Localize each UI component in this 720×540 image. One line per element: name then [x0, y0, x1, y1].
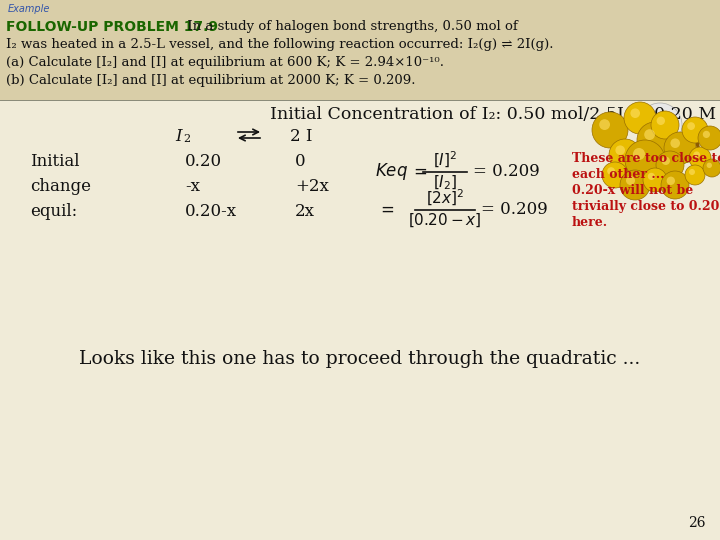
Text: $[I_2]$: $[I_2]$: [433, 174, 457, 192]
Text: (a) Calculate [I₂] and [I] at equilibrium at 600 K; K⁣ = 2.94×10⁻¹⁰.: (a) Calculate [I₂] and [I] at equilibriu…: [6, 56, 444, 69]
Text: $Keq$: $Keq$: [375, 161, 408, 183]
Circle shape: [689, 169, 695, 175]
Text: Initial: Initial: [30, 153, 79, 170]
Circle shape: [651, 111, 679, 139]
Circle shape: [670, 138, 680, 148]
Circle shape: [602, 162, 628, 188]
Text: I: I: [175, 128, 181, 145]
Text: 26: 26: [688, 516, 706, 530]
Circle shape: [609, 139, 641, 171]
Text: each other ...: each other ...: [572, 168, 665, 181]
Text: equil:: equil:: [30, 203, 77, 220]
Text: (b) Calculate [I₂] and [I] at equilibrium at 2000 K; K⁣ = 0.209.: (b) Calculate [I₂] and [I] at equilibriu…: [6, 74, 415, 87]
Circle shape: [648, 173, 655, 180]
Text: I₂ was heated in a 2.5-L vessel, and the following reaction occurred: I₂(g) ⇌ 2I: I₂ was heated in a 2.5-L vessel, and the…: [6, 38, 554, 51]
Circle shape: [626, 176, 635, 185]
Ellipse shape: [646, 113, 658, 123]
Circle shape: [656, 151, 684, 179]
Text: $[0.20-x]$: $[0.20-x]$: [408, 212, 482, 230]
Circle shape: [643, 168, 667, 192]
Text: =: =: [380, 201, 394, 219]
Text: trivially close to 0.20: trivially close to 0.20: [572, 200, 719, 213]
Circle shape: [706, 163, 712, 168]
Text: Looks like this one has to proceed through the quadratic ...: Looks like this one has to proceed throu…: [79, 350, 641, 368]
Text: In a study of halogen bond strengths, 0.50 mol of: In a study of halogen bond strengths, 0.…: [183, 20, 518, 33]
Text: =: =: [413, 163, 427, 181]
Text: $[I]^2$: $[I]^2$: [433, 150, 457, 170]
Circle shape: [703, 131, 710, 138]
Circle shape: [616, 145, 625, 155]
Circle shape: [599, 119, 610, 130]
Text: These are too close to: These are too close to: [572, 152, 720, 165]
Bar: [0, 0, 720, 100]
Text: Example: Example: [8, 4, 50, 14]
Circle shape: [637, 122, 673, 158]
Circle shape: [661, 171, 689, 199]
Circle shape: [625, 140, 665, 180]
Text: 0: 0: [295, 153, 305, 170]
Text: 0.20-x will not be: 0.20-x will not be: [572, 184, 693, 197]
Text: 0.20: 0.20: [185, 153, 222, 170]
Text: = 0.209: = 0.209: [481, 201, 548, 219]
Circle shape: [633, 148, 645, 160]
Circle shape: [662, 157, 670, 165]
Circle shape: [624, 102, 656, 134]
Text: = 0.209: = 0.209: [473, 164, 540, 180]
Circle shape: [644, 129, 655, 140]
Circle shape: [703, 159, 720, 177]
Text: 2 I: 2 I: [290, 128, 312, 145]
Circle shape: [607, 167, 615, 175]
Circle shape: [638, 103, 682, 147]
Circle shape: [687, 122, 695, 130]
Circle shape: [592, 112, 628, 148]
Text: +2x: +2x: [295, 178, 329, 195]
Circle shape: [693, 151, 700, 158]
Text: 2x: 2x: [295, 203, 315, 220]
Text: 0.20-x: 0.20-x: [185, 203, 237, 220]
Circle shape: [689, 147, 711, 169]
Text: Initial Concentration of I₂: 0.50 mol/2.5L = 0.20 M: Initial Concentration of I₂: 0.50 mol/2.…: [270, 106, 716, 123]
Text: here.: here.: [572, 216, 608, 229]
Circle shape: [685, 165, 705, 185]
Text: 2: 2: [183, 134, 190, 144]
Text: -x: -x: [185, 178, 200, 195]
Text: change: change: [30, 178, 91, 195]
Circle shape: [682, 117, 708, 143]
Circle shape: [631, 109, 640, 118]
Circle shape: [664, 132, 696, 164]
Circle shape: [698, 126, 720, 150]
Circle shape: [620, 170, 650, 200]
Text: $[2x]^2$: $[2x]^2$: [426, 188, 464, 208]
Text: FOLLOW-UP PROBLEM 17.9: FOLLOW-UP PROBLEM 17.9: [6, 20, 218, 34]
Circle shape: [667, 177, 675, 185]
Circle shape: [657, 117, 665, 125]
